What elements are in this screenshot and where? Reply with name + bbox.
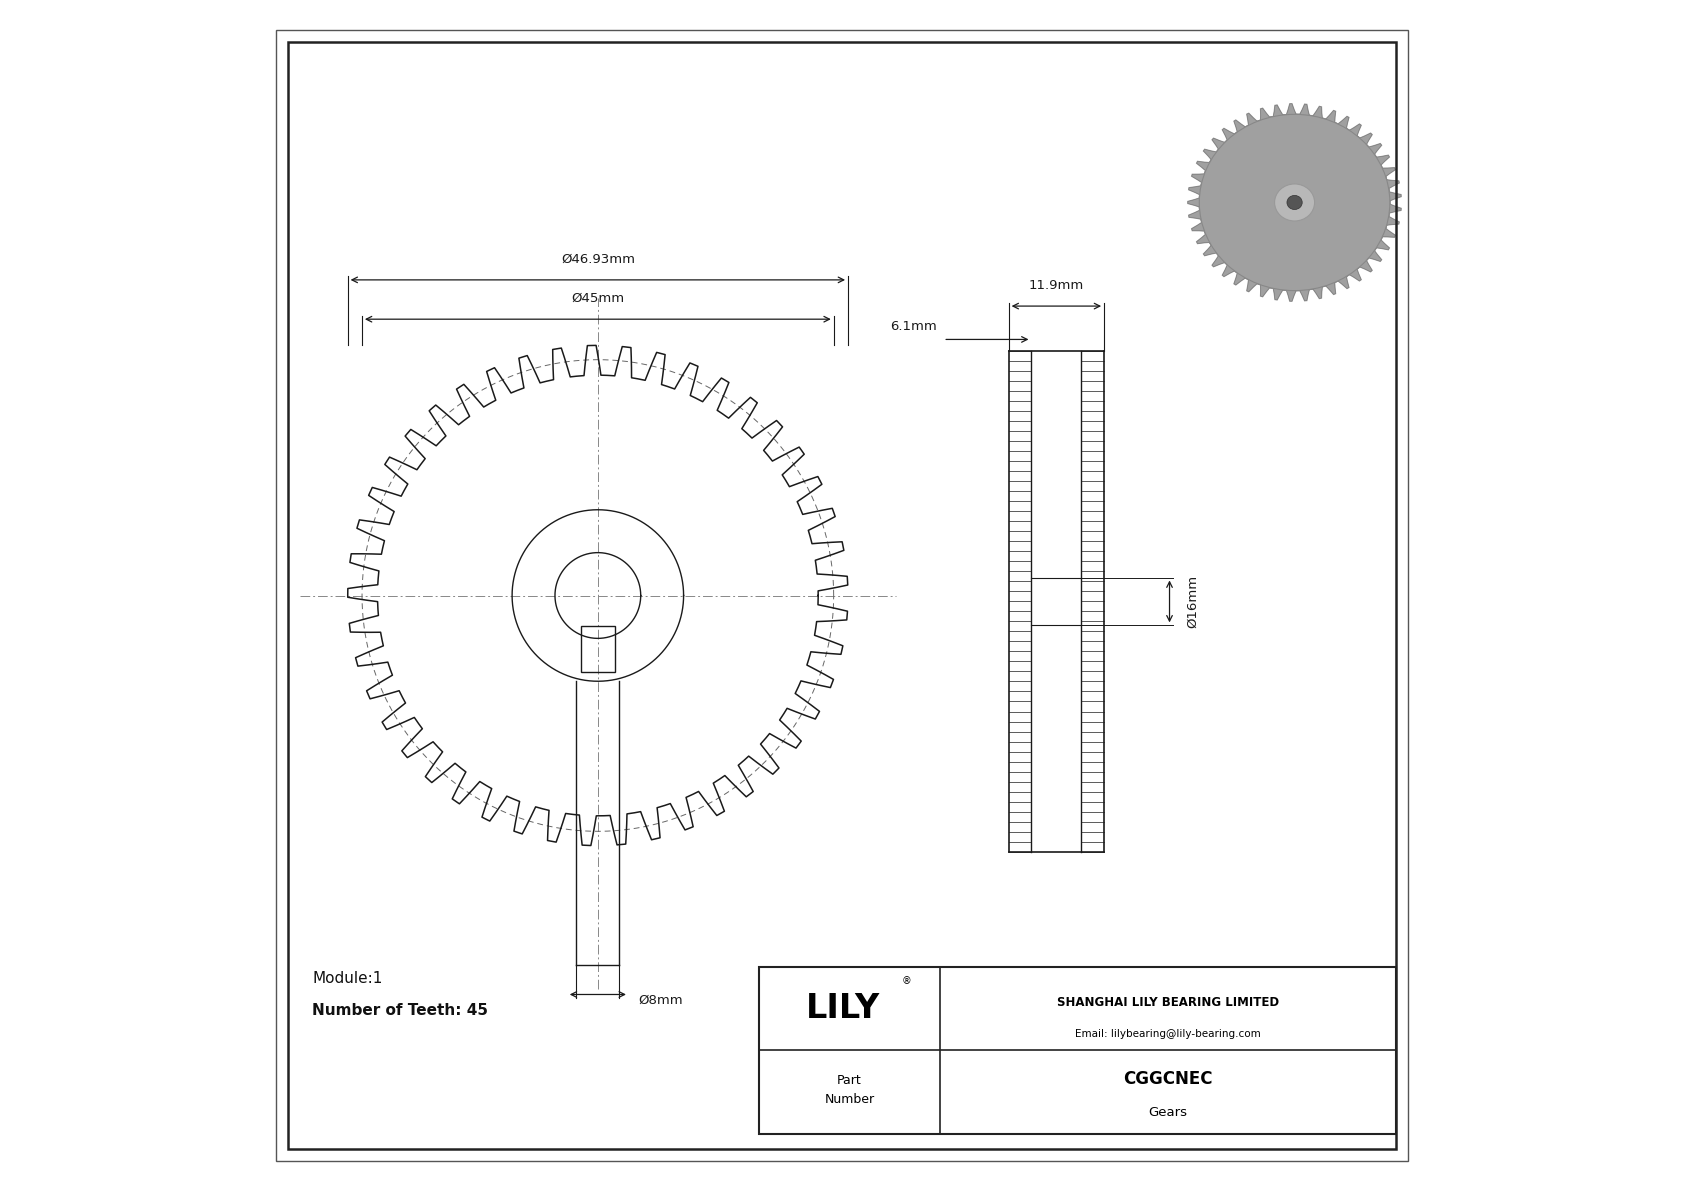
Polygon shape [1376, 238, 1389, 250]
Ellipse shape [1275, 183, 1315, 222]
Polygon shape [1271, 288, 1285, 300]
Polygon shape [1386, 214, 1399, 226]
Text: 11.9mm: 11.9mm [1029, 279, 1084, 292]
Polygon shape [1381, 226, 1396, 238]
Polygon shape [1359, 133, 1372, 145]
Polygon shape [1192, 220, 1206, 232]
Polygon shape [1187, 197, 1199, 208]
Polygon shape [1312, 106, 1324, 119]
Polygon shape [1192, 173, 1206, 185]
Polygon shape [1359, 260, 1372, 272]
Polygon shape [1246, 113, 1260, 126]
Text: ®: ® [901, 977, 911, 986]
Text: Part
Number: Part Number [825, 1074, 874, 1106]
Polygon shape [1223, 263, 1236, 276]
Polygon shape [1223, 129, 1236, 142]
Text: Ø45mm: Ø45mm [571, 292, 625, 305]
Text: Module:1: Module:1 [312, 971, 382, 986]
Ellipse shape [1287, 195, 1302, 210]
Polygon shape [1347, 268, 1361, 281]
Polygon shape [1197, 161, 1211, 173]
Bar [581, 625, 615, 672]
Text: LILY: LILY [807, 992, 881, 1025]
Bar [758, 967, 1396, 1134]
Polygon shape [1376, 155, 1389, 167]
Polygon shape [1389, 202, 1401, 214]
Polygon shape [1234, 120, 1246, 133]
Text: Gears: Gears [1148, 1105, 1187, 1118]
Polygon shape [1246, 279, 1260, 292]
Polygon shape [1271, 105, 1285, 117]
Text: Number of Teeth: 45: Number of Teeth: 45 [312, 1003, 488, 1018]
Polygon shape [1204, 244, 1218, 256]
Text: CGGCNEC: CGGCNEC [1123, 1070, 1212, 1087]
Polygon shape [1386, 179, 1399, 191]
Polygon shape [1337, 117, 1349, 130]
Polygon shape [1347, 124, 1361, 137]
Text: Ø8mm: Ø8mm [638, 994, 684, 1006]
Text: Email: lilybearing@lily-bearing.com: Email: lilybearing@lily-bearing.com [1074, 1029, 1261, 1039]
Polygon shape [1367, 144, 1381, 156]
Polygon shape [1212, 138, 1226, 151]
Polygon shape [1285, 291, 1298, 301]
Text: SHANGHAI LILY BEARING LIMITED: SHANGHAI LILY BEARING LIMITED [1058, 996, 1280, 1009]
Polygon shape [1324, 282, 1337, 294]
Polygon shape [1197, 232, 1211, 244]
Text: Ø46.93mm: Ø46.93mm [561, 252, 635, 266]
Polygon shape [1367, 249, 1381, 261]
Polygon shape [1381, 167, 1396, 179]
Polygon shape [1234, 272, 1246, 285]
Polygon shape [1298, 289, 1312, 301]
Polygon shape [1337, 275, 1349, 288]
Polygon shape [1285, 104, 1298, 114]
Polygon shape [1324, 111, 1337, 123]
Polygon shape [1312, 286, 1324, 299]
Polygon shape [1298, 104, 1312, 116]
Text: Ø16mm: Ø16mm [1186, 575, 1199, 628]
Polygon shape [1260, 285, 1271, 297]
Polygon shape [1204, 149, 1218, 161]
Polygon shape [1189, 185, 1201, 197]
Text: 6.1mm: 6.1mm [891, 320, 938, 333]
Polygon shape [1189, 208, 1201, 220]
Polygon shape [1389, 191, 1401, 202]
Polygon shape [1212, 254, 1226, 267]
Polygon shape [1260, 108, 1271, 120]
Ellipse shape [1199, 114, 1389, 291]
